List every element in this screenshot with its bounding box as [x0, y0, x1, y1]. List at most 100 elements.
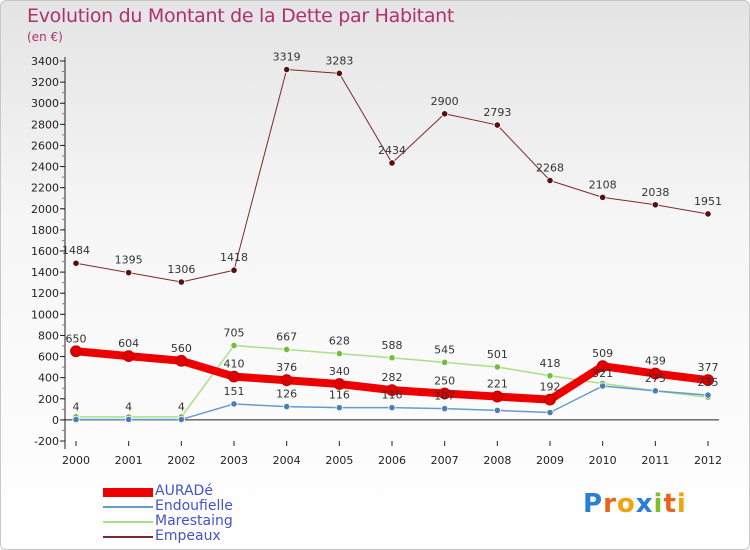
data-point-empeaux — [388, 159, 396, 167]
data-point-endoufielle — [599, 382, 607, 390]
data-point-endoufielle — [704, 391, 712, 399]
x-tick-label: 2006 — [378, 454, 406, 467]
data-point-marestaing — [546, 372, 554, 380]
data-point-aurad- — [333, 378, 346, 390]
data-label-endoufielle: 235 — [698, 376, 719, 389]
y-tick-label: 3200 — [31, 76, 59, 89]
data-point-endoufielle — [177, 415, 185, 424]
y-tick-label: 1800 — [31, 224, 59, 237]
data-point-empeaux — [335, 69, 343, 77]
data-point-endoufielle — [72, 415, 80, 424]
logo-letter: o — [616, 489, 636, 519]
data-label-aurad-: 221 — [487, 378, 508, 391]
data-label-empeaux: 1395 — [115, 254, 143, 267]
data-point-empeaux — [72, 259, 80, 267]
x-tick-label: 2003 — [220, 454, 248, 467]
data-point-aurad- — [544, 393, 556, 406]
data-point-marestaing — [493, 363, 501, 371]
data-label-aurad-: 560 — [171, 342, 192, 355]
legend-item: Endoufielle — [103, 498, 303, 514]
data-point-empeaux — [441, 110, 449, 118]
data-label-marestaing: 418 — [540, 357, 561, 370]
x-tick-label: 2002 — [167, 454, 195, 467]
data-label-marestaing: 667 — [276, 330, 297, 343]
x-tick-label: 2011 — [641, 454, 669, 467]
data-point-empeaux — [599, 193, 607, 201]
x-tick-label: 2008 — [483, 454, 511, 467]
data-label-aurad-: 340 — [329, 365, 350, 378]
data-point-aurad- — [438, 387, 451, 400]
data-point-marestaing — [388, 354, 396, 362]
data-label-empeaux: 2793 — [483, 106, 511, 119]
x-tick-label: 2012 — [694, 454, 722, 467]
y-tick-label: 2400 — [31, 161, 59, 174]
data-label-aurad-: 650 — [66, 332, 87, 345]
data-point-endoufielle — [546, 408, 554, 417]
data-point-empeaux — [651, 201, 659, 209]
data-point-marestaing — [283, 345, 291, 354]
legend-swatch — [103, 536, 153, 538]
y-tick-label: 1600 — [31, 245, 59, 258]
data-label-endoufielle: 126 — [276, 388, 297, 401]
y-tick-label: 1000 — [31, 308, 59, 321]
data-label-marestaing: 705 — [224, 326, 245, 339]
data-label-empeaux: 3319 — [273, 51, 301, 64]
data-label-empeaux: 1418 — [220, 251, 248, 264]
y-tick-label: 600 — [38, 351, 59, 364]
data-label-empeaux: 2108 — [589, 178, 617, 191]
data-point-aurad- — [649, 367, 662, 380]
data-point-aurad- — [280, 374, 293, 387]
y-tick-label: 1200 — [31, 287, 59, 300]
data-point-endoufielle — [441, 404, 449, 413]
data-label-empeaux: 3283 — [325, 54, 353, 67]
data-point-endoufielle — [493, 406, 501, 414]
data-label-endoufielle: 4 — [125, 400, 132, 413]
data-label-empeaux: 2268 — [536, 161, 564, 174]
data-point-empeaux — [546, 176, 554, 185]
data-label-marestaing: 628 — [329, 335, 350, 348]
legend-swatch — [103, 487, 153, 497]
data-point-empeaux — [230, 266, 238, 274]
data-point-marestaing — [441, 358, 449, 366]
logo-letter: r — [603, 489, 617, 519]
data-point-endoufielle — [388, 404, 396, 412]
data-label-endoufielle: 4 — [73, 400, 80, 413]
y-tick-label: 200 — [38, 393, 59, 406]
y-tick-label: 3400 — [31, 55, 59, 68]
data-point-aurad- — [70, 345, 82, 358]
x-tick-label: 2010 — [589, 454, 617, 467]
legend-label: Empeaux — [155, 528, 221, 544]
y-tick-label: -200 — [34, 435, 59, 448]
legend-item: Marestaing — [103, 513, 303, 529]
proxiti-logo: Proxiti — [583, 489, 687, 519]
chart-axes: -200 0 200 400 600 800 1000 1200 1400 1600 1800 200… — [31, 55, 722, 467]
data-label-endoufielle: 116 — [329, 389, 350, 402]
data-label-aurad-: 439 — [645, 355, 666, 368]
data-point-empeaux — [493, 121, 501, 129]
logo-letter: P — [583, 489, 604, 519]
data-point-aurad- — [491, 390, 504, 403]
chart-legend: AURADé Endoufielle Marestaing Empeaux — [103, 483, 303, 544]
data-point-aurad- — [122, 350, 135, 363]
data-label-marestaing: 545 — [434, 343, 455, 356]
data-point-aurad- — [175, 354, 188, 367]
data-label-endoufielle: 4 — [178, 400, 185, 413]
data-label-aurad-: 282 — [382, 371, 403, 384]
data-label-marestaing: 588 — [382, 339, 403, 352]
legend-item: Empeaux — [103, 528, 303, 544]
y-tick-label: 400 — [38, 372, 59, 385]
data-point-endoufielle — [283, 402, 291, 411]
data-label-endoufielle: 116 — [382, 389, 403, 402]
chart-data-labels: 1484 1395 1306 1418 3319 3283 2434 2900 2793 2268… — [62, 51, 722, 414]
y-tick-label: 2000 — [31, 203, 59, 216]
data-label-aurad-: 377 — [698, 361, 719, 374]
data-label-empeaux: 1951 — [694, 195, 722, 208]
chart-title: Evolution du Montant de la Dette par Hab… — [27, 5, 455, 27]
data-label-aurad-: 410 — [224, 358, 245, 371]
data-label-endoufielle: 151 — [224, 385, 245, 398]
chart-series — [70, 65, 714, 424]
data-label-empeaux: 2434 — [378, 144, 406, 157]
data-label-empeaux: 2038 — [641, 186, 669, 199]
